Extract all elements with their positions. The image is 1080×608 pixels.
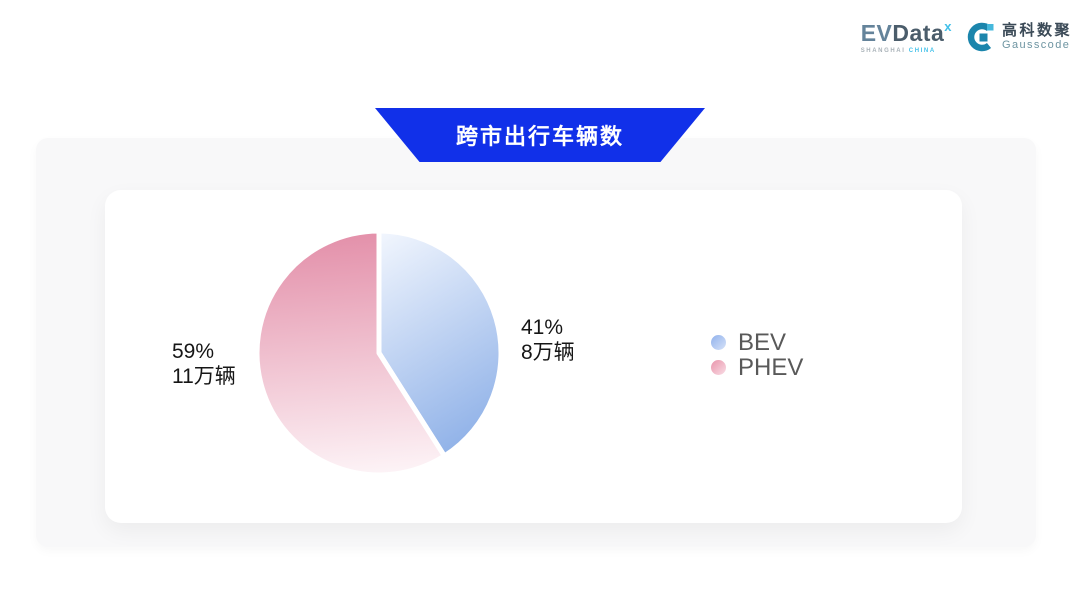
legend: BEV PHEV [711, 330, 803, 380]
gausscode-logo: 高科数聚 Gausscode [966, 22, 1072, 52]
gausscode-g-icon [967, 22, 994, 52]
bev-label: 41% 8万辆 [521, 315, 575, 365]
evdata-data-text: Data [892, 20, 945, 46]
bev-legend-marker-icon [711, 335, 726, 350]
evdata-tagline: SHANGHAI CHINA [861, 48, 952, 54]
phev-legend-marker-icon [711, 360, 726, 375]
evdata-logo: EVDatax SHANGHAI CHINA [860, 19, 952, 54]
gausscode-cn-label: 高科数聚 [1001, 22, 1072, 39]
pie-chart [254, 228, 504, 478]
page-title: 跨市出行车辆数 [455, 124, 624, 149]
logo-bar: EVDatax SHANGHAI CHINA 高科数聚 Gausscode [860, 19, 1072, 54]
title-banner: 跨市出行车辆数 [375, 108, 705, 162]
gausscode-text: 高科数聚 Gausscode [1002, 23, 1072, 51]
bev-legend-label: BEV [738, 329, 787, 356]
legend-item-bev[interactable]: BEV [711, 330, 803, 355]
legend-item-phev[interactable]: PHEV [711, 355, 803, 380]
phev-label: 59% 11万辆 [172, 339, 236, 389]
pie-slice-phev[interactable] [254, 228, 447, 478]
chart-card [105, 190, 962, 523]
evdata-tagline-right: CHINA [908, 48, 936, 54]
bev-value-label: 8万辆 [521, 341, 575, 364]
gausscode-en-label: Gausscode [1001, 39, 1071, 51]
evdata-tagline-left: SHANGHAI [860, 48, 906, 54]
bev-percent-label: 41% [521, 316, 564, 339]
phev-value-label: 11万辆 [172, 365, 236, 388]
evdata-x-mark-icon: x [944, 19, 952, 34]
evdata-ev-text: EV [860, 20, 893, 46]
evdata-wordmark: EVDatax [860, 19, 952, 46]
phev-percent-label: 59% [172, 340, 215, 363]
phev-legend-label: PHEV [738, 354, 804, 381]
